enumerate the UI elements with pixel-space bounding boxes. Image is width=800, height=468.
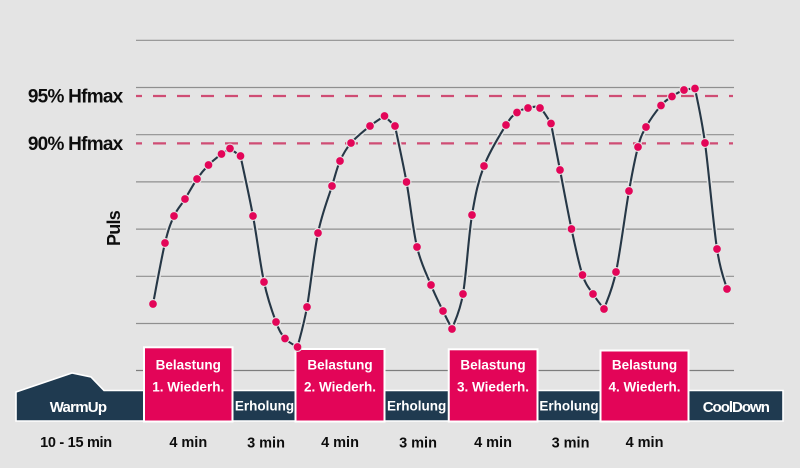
svg-text:CoolDown: CoolDown — [703, 399, 770, 416]
svg-text:WarmUp: WarmUp — [50, 399, 107, 416]
svg-text:Belastung: Belastung — [460, 358, 525, 373]
svg-text:4 min: 4 min — [626, 435, 664, 451]
svg-text:4 min: 4 min — [474, 435, 512, 451]
svg-text:4 min: 4 min — [321, 435, 359, 451]
svg-text:Belastung: Belastung — [156, 358, 221, 373]
svg-text:3 min: 3 min — [399, 436, 437, 452]
svg-text:3 min: 3 min — [247, 436, 285, 452]
svg-text:3. Wiederh.: 3. Wiederh. — [457, 380, 529, 395]
svg-text:4. Wiederh.: 4. Wiederh. — [609, 380, 681, 395]
svg-text:2. Wiederh.: 2. Wiederh. — [304, 380, 376, 395]
svg-text:Belastung: Belastung — [307, 358, 372, 373]
svg-text:4 min: 4 min — [169, 435, 207, 451]
svg-text:10 - 15 min: 10 - 15 min — [40, 435, 112, 451]
svg-text:95% Hfmax: 95% Hfmax — [28, 87, 124, 108]
svg-text:1. Wiederh.: 1. Wiederh. — [152, 380, 224, 395]
svg-text:Erholung: Erholung — [387, 399, 446, 414]
svg-text:Puls: Puls — [104, 210, 124, 246]
svg-text:Erholung: Erholung — [539, 399, 598, 414]
svg-text:3 min: 3 min — [552, 436, 590, 452]
svg-text:Erholung: Erholung — [235, 399, 294, 414]
svg-text:90% Hfmax: 90% Hfmax — [28, 134, 124, 155]
svg-text:Belastung: Belastung — [612, 358, 677, 373]
